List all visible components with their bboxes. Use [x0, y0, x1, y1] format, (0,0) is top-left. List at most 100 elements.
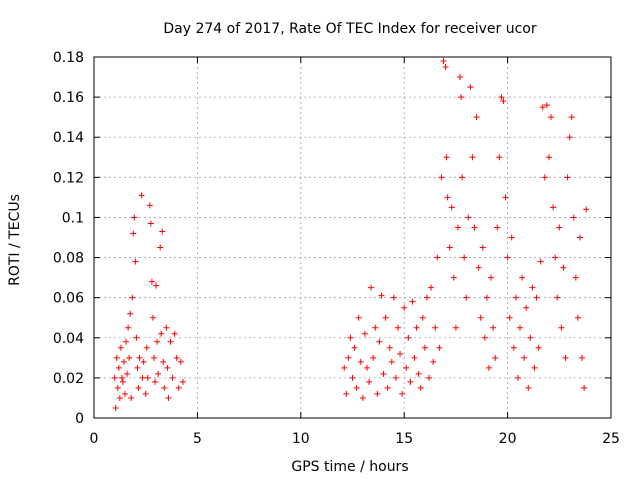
data-point [124, 370, 131, 377]
data-point [535, 344, 542, 351]
data-point [417, 384, 424, 391]
data-point [114, 384, 121, 391]
y-tick-labels: 0 0.02 0.04 0.06 0.08 0.1 0.12 0.14 0.16 0.18 [53, 50, 84, 427]
data-point [147, 220, 154, 227]
data-point [512, 294, 519, 301]
data-point [154, 338, 161, 345]
data-point [558, 324, 565, 331]
grid-lines [94, 57, 611, 418]
data-point [450, 274, 457, 281]
data-point [143, 344, 150, 351]
data-point [458, 94, 465, 101]
data-point [498, 94, 505, 101]
data-point [562, 354, 569, 361]
data-point [372, 324, 379, 331]
data-point [574, 314, 581, 321]
data-point [113, 354, 120, 361]
data-point [411, 354, 418, 361]
data-point [343, 390, 350, 397]
data-point [363, 364, 370, 371]
data-point [347, 334, 354, 341]
y-tick-label: 0.18 [53, 50, 84, 66]
y-tick-label: 0.12 [53, 170, 84, 186]
data-point [519, 274, 526, 281]
data-point [413, 324, 420, 331]
data-point [153, 282, 160, 289]
data-point [152, 378, 159, 385]
x-tick-label: 25 [602, 431, 620, 447]
data-point [353, 384, 360, 391]
data-point [160, 358, 167, 365]
data-point [481, 334, 488, 341]
data-point [111, 374, 118, 381]
data-point [405, 334, 412, 341]
data-point [125, 324, 132, 331]
x-tick-label: 10 [292, 431, 310, 447]
data-point [355, 314, 362, 321]
data-point [459, 174, 466, 181]
data-point [119, 378, 126, 385]
data-point [523, 304, 530, 311]
data-point [169, 374, 176, 381]
data-point [446, 244, 453, 251]
data-point [376, 338, 383, 345]
data-point [514, 374, 521, 381]
data-point [533, 294, 540, 301]
y-tick-label: 0.04 [53, 331, 84, 347]
data-point [357, 358, 364, 365]
data-point [490, 324, 497, 331]
data-point [150, 354, 157, 361]
data-point [488, 274, 495, 281]
y-axis-label: ROTI / TECUs [7, 194, 23, 286]
data-point [177, 358, 184, 365]
data-point [461, 254, 468, 261]
data-point [126, 354, 133, 361]
data-point [469, 154, 476, 161]
y-tick-label: 0.16 [53, 90, 84, 106]
data-point [142, 390, 149, 397]
y-tick-label: 0.02 [53, 371, 84, 387]
data-point [579, 354, 586, 361]
x-tick-label: 0 [90, 431, 99, 447]
data-point [390, 294, 397, 301]
data-point [483, 294, 490, 301]
data-point [149, 314, 156, 321]
data-point [136, 354, 143, 361]
data-point [566, 134, 573, 141]
data-point [179, 378, 186, 385]
data-point [545, 154, 552, 161]
data-point [122, 390, 129, 397]
x-tick-label: 20 [499, 431, 517, 447]
data-point [386, 344, 393, 351]
data-point [361, 330, 368, 337]
y-tick-label: 0 [75, 411, 84, 427]
data-point [132, 258, 139, 265]
plot-frame [93, 56, 612, 419]
data-point [158, 330, 165, 337]
data-point [442, 64, 449, 71]
y-tick-label: 0.08 [53, 251, 84, 267]
data-point [351, 344, 358, 351]
data-point [133, 334, 140, 341]
data-point [548, 114, 555, 121]
x-tick-label: 5 [193, 431, 202, 447]
data-point [494, 224, 501, 231]
data-point [568, 114, 575, 121]
data-point [541, 174, 548, 181]
data-point [155, 370, 162, 377]
data-point [370, 354, 377, 361]
data-point [171, 330, 178, 337]
data-point [115, 364, 122, 371]
data-point [140, 358, 147, 365]
data-point [112, 404, 119, 411]
data-point [477, 314, 484, 321]
data-point [163, 324, 170, 331]
data-point [394, 324, 401, 331]
data-point [117, 344, 124, 351]
data-point [432, 324, 439, 331]
data-point [473, 114, 480, 121]
data-point [543, 102, 550, 109]
data-point [159, 228, 166, 235]
data-point [527, 334, 534, 341]
